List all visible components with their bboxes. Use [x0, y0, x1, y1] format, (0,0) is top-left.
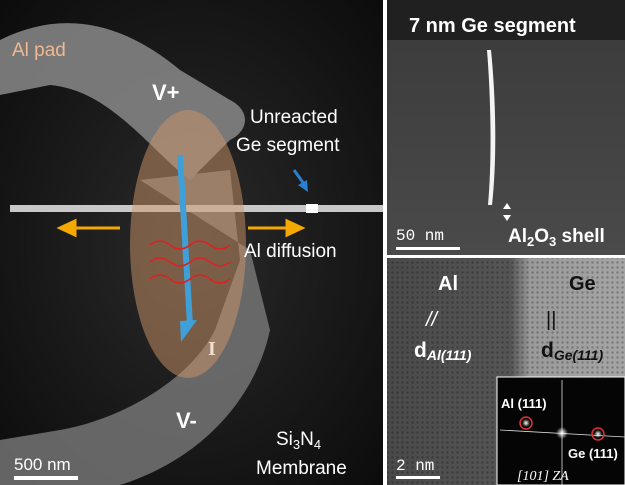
- t: Al: [508, 226, 527, 247]
- shell-arrow: [503, 203, 511, 221]
- stem-background: [387, 0, 625, 255]
- current-label: I: [208, 338, 216, 360]
- membrane-2: Membrane: [256, 458, 347, 479]
- al-label: Al: [438, 273, 458, 295]
- t: d: [414, 339, 427, 362]
- membrane-1: Si3N4: [276, 429, 321, 452]
- d-ge: dGe(111): [541, 339, 603, 363]
- ge-spot-label: Ge (111): [568, 446, 618, 461]
- bottom-pad: [0, 170, 270, 485]
- title-bar: [387, 0, 625, 40]
- unreacted-2: Ge segment: [236, 135, 340, 156]
- current-arrow: [177, 154, 193, 326]
- t: Al(111): [426, 347, 472, 363]
- shell-label: Al2O3 shell: [508, 226, 605, 249]
- ge-segment: [306, 204, 318, 213]
- al-circle: [519, 416, 533, 430]
- pad-label: Al pad: [12, 40, 66, 61]
- left-panel: Al pad V+ Unreacted Ge segment Al diffus…: [0, 0, 383, 485]
- al-spot-label: Al (111): [501, 396, 547, 411]
- scale-bar: [396, 247, 460, 250]
- central-spot: [556, 427, 568, 439]
- diffusion-waves: [149, 240, 231, 284]
- bottom-right-panel: Al Ge // || dAl(111) dGe(111) 2 nm Al (1…: [387, 258, 625, 485]
- ge-spot: [594, 430, 602, 438]
- ge-circle: [591, 427, 605, 441]
- ge-line: [487, 50, 496, 205]
- segment-arrowhead: [298, 180, 308, 192]
- unreacted-1: Unreacted: [250, 107, 338, 128]
- top-right-panel: 7 nm Ge segment 50 nm Al2O3 shell: [387, 0, 625, 255]
- panel-title: 7 nm Ge segment: [409, 15, 576, 37]
- t: shell: [556, 226, 605, 247]
- zone-label: [101] ZA: [517, 469, 569, 484]
- segment-arrow: [292, 169, 306, 185]
- t: Si: [276, 429, 293, 450]
- scale-label: 2 nm: [396, 457, 434, 475]
- v-minus: V-: [176, 408, 197, 433]
- t: 4: [314, 437, 321, 452]
- al-symbol: //: [424, 309, 440, 331]
- t: Ge(111): [554, 347, 604, 363]
- fft-inset: Al (111) Ge (111) [101] ZA: [496, 376, 625, 485]
- t: d: [541, 339, 554, 362]
- ge-label: Ge: [569, 273, 596, 295]
- t: 3: [549, 234, 556, 249]
- scale-label: 500 nm: [14, 455, 71, 474]
- scale-bar: [14, 476, 78, 480]
- scale-bar: [396, 476, 440, 479]
- v-plus: V+: [152, 80, 180, 105]
- t: 3: [293, 437, 300, 452]
- al-spot: [522, 419, 530, 427]
- d-al: dAl(111): [414, 339, 472, 363]
- scale-label: 50 nm: [396, 227, 444, 245]
- t: 2: [527, 234, 534, 249]
- diffusion-label: Al diffusion: [244, 241, 337, 262]
- t: N: [300, 429, 314, 450]
- current-arrowhead: [180, 320, 197, 342]
- ge-symbol: ||: [546, 309, 556, 331]
- diffusion-arrows: [56, 218, 306, 238]
- t: O: [534, 226, 549, 247]
